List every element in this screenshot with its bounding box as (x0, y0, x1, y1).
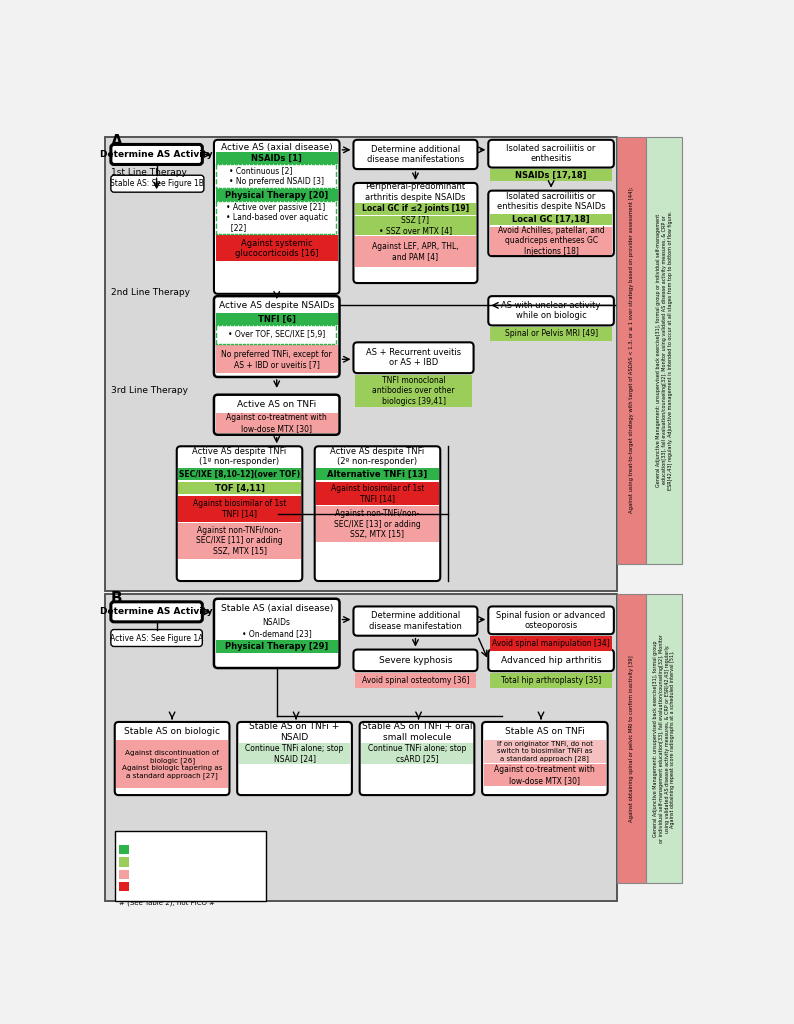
FancyBboxPatch shape (488, 140, 614, 168)
Text: Active AS despite TNFi
(1º non-responder): Active AS despite TNFi (1º non-responder… (192, 446, 287, 466)
FancyBboxPatch shape (111, 602, 202, 622)
Bar (115, 831, 266, 900)
Text: Stable AS on TNFi +
NSAID: Stable AS on TNFi + NSAID (249, 722, 340, 741)
FancyBboxPatch shape (353, 342, 473, 373)
FancyBboxPatch shape (214, 140, 340, 294)
FancyBboxPatch shape (488, 190, 614, 256)
Text: NSAIDs [17,18]: NSAIDs [17,18] (515, 171, 587, 180)
Text: Severe kyphosis: Severe kyphosis (379, 655, 453, 665)
Text: Continue TNFi alone; stop
csARD [25]: Continue TNFi alone; stop csARD [25] (368, 743, 466, 763)
Text: • Active over passive [21]
• Land-based over aquatic
  [22]: • Active over passive [21] • Land-based … (225, 203, 328, 232)
Text: Against biosimilar of 1st
TNFI [14]: Against biosimilar of 1st TNFI [14] (193, 499, 286, 518)
Bar (316, 468, 439, 480)
Bar (215, 326, 338, 344)
Text: Local GC [17,18]: Local GC [17,18] (512, 215, 590, 223)
Text: Active AS (axial disease): Active AS (axial disease) (221, 143, 333, 152)
Bar (215, 153, 338, 165)
FancyBboxPatch shape (360, 722, 474, 795)
Bar (179, 468, 301, 480)
Text: Against obtaining spinal or pelvic MRI to confirm inactivity [39]: Against obtaining spinal or pelvic MRI t… (629, 655, 634, 822)
Text: TNFI monoclonal
antibodies over other
biologics [39,41]: TNFI monoclonal antibodies over other bi… (372, 376, 455, 406)
Text: Alternative TNFi [13]: Alternative TNFi [13] (327, 469, 428, 478)
Text: AS + Recurrent uveitis
or AS + IBD: AS + Recurrent uveitis or AS + IBD (366, 348, 461, 368)
FancyBboxPatch shape (111, 630, 202, 646)
FancyBboxPatch shape (488, 606, 614, 634)
Text: Active AS on TNFi: Active AS on TNFi (237, 400, 316, 410)
FancyBboxPatch shape (314, 446, 440, 581)
Text: Stable AS on biologic: Stable AS on biologic (124, 727, 220, 735)
Bar (118, 869, 129, 879)
Text: Isolated sacroiliitis or
enthesitis despite NSAIDs: Isolated sacroiliitis or enthesitis desp… (497, 191, 605, 211)
Text: # (See Table 2), not PICO #: # (See Table 2), not PICO # (118, 900, 214, 906)
Bar (215, 313, 338, 326)
Text: Determine additional
disease manifestation: Determine additional disease manifestati… (369, 611, 462, 631)
Text: A: A (111, 134, 122, 148)
Text: If on originator TNFi, do not
switch to biosimilar TNFi as
a standard approach [: If on originator TNFi, do not switch to … (497, 740, 593, 762)
FancyBboxPatch shape (353, 183, 477, 283)
Text: 3rd Line Therapy: 3rd Line Therapy (111, 386, 188, 395)
Text: NSAIDs
• On-demand [23]: NSAIDs • On-demand [23] (242, 618, 311, 638)
Text: Active AS despite NSAIDs: Active AS despite NSAIDs (219, 301, 334, 310)
Text: SSZ [7]
• SSZ over MTX [4]: SSZ [7] • SSZ over MTX [4] (379, 216, 452, 234)
Text: Determine AS Activity: Determine AS Activity (100, 607, 213, 616)
Bar (490, 227, 612, 255)
Bar (490, 673, 612, 688)
Text: TNFI [6]: TNFI [6] (258, 314, 295, 324)
Bar (215, 236, 338, 261)
Text: Against using treat-to-target strategy with target of ASDAS < 1.3, or ≥ 1 over s: Against using treat-to-target strategy w… (629, 186, 634, 513)
Bar (215, 202, 338, 233)
Text: LEGEND: LEGEND (118, 833, 159, 842)
Bar (179, 481, 301, 494)
Text: General Adjunctive Management: unsupervised back exercise[31], formal group or i: General Adjunctive Management: unsupervi… (656, 210, 673, 489)
FancyBboxPatch shape (177, 446, 303, 581)
FancyBboxPatch shape (111, 144, 202, 165)
Text: Physical Therapy [20]: Physical Therapy [20] (225, 190, 329, 200)
Text: Continue TNFi alone; stop
NSAID [24]: Continue TNFi alone; stop NSAID [24] (245, 743, 344, 763)
Bar (106, 594, 617, 900)
Bar (106, 137, 617, 591)
FancyBboxPatch shape (353, 140, 477, 169)
Bar (646, 594, 682, 883)
FancyBboxPatch shape (115, 722, 229, 795)
FancyBboxPatch shape (488, 649, 614, 671)
Bar (215, 189, 338, 202)
Text: Local GC if ≤2 joints [19]: Local GC if ≤2 joints [19] (362, 204, 469, 213)
Bar (116, 740, 228, 788)
Text: Stable AS: See Figure 1B: Stable AS: See Figure 1B (110, 179, 204, 188)
Bar (355, 216, 476, 234)
Bar (118, 857, 129, 866)
Bar (490, 327, 612, 341)
Bar (617, 594, 646, 883)
Bar (355, 375, 472, 407)
Text: Stable AS on TNFi + oral
small molecule: Stable AS on TNFi + oral small molecule (362, 722, 472, 741)
Bar (215, 617, 338, 639)
Text: Determine AS Activity: Determine AS Activity (100, 150, 213, 159)
FancyBboxPatch shape (237, 722, 352, 795)
Text: 2nd Line Therapy: 2nd Line Therapy (111, 288, 190, 297)
Bar (118, 882, 129, 891)
Text: Total hip arthroplasty [35]: Total hip arthroplasty [35] (501, 676, 601, 685)
Text: Conditionally recommend against: Conditionally recommend against (133, 870, 262, 879)
Text: Against co-treatment with
low-dose MTX [30]: Against co-treatment with low-dose MTX [… (226, 414, 327, 433)
Text: SEC/IXE [8,10-12](over TOF): SEC/IXE [8,10-12](over TOF) (179, 469, 300, 478)
Bar (355, 673, 476, 688)
FancyBboxPatch shape (111, 175, 204, 193)
FancyBboxPatch shape (353, 606, 477, 636)
Text: Stable AS (axial disease): Stable AS (axial disease) (221, 604, 333, 613)
Bar (179, 523, 301, 559)
Text: Peripheral-predominant
arthritis despite NSAIDs: Peripheral-predominant arthritis despite… (365, 182, 466, 202)
Text: Determine additional
disease manifestations: Determine additional disease manifestati… (367, 144, 464, 164)
Bar (215, 345, 338, 373)
Text: NSAIDs [1]: NSAIDs [1] (251, 154, 303, 163)
Text: No preferred TNFi, except for
AS + IBD or uveitis [7]: No preferred TNFi, except for AS + IBD o… (222, 349, 332, 369)
FancyBboxPatch shape (482, 722, 607, 795)
Bar (106, 594, 617, 900)
Bar (355, 237, 476, 267)
Text: Strongly recommend against: Strongly recommend against (133, 883, 244, 891)
Text: Advanced hip arthritis: Advanced hip arthritis (501, 655, 601, 665)
Text: Isolated sacroiliitis or
enthesitis: Isolated sacroiliitis or enthesitis (507, 144, 596, 164)
Bar (106, 137, 617, 591)
Text: Avoid spinal manipulation [34]: Avoid spinal manipulation [34] (492, 639, 610, 648)
FancyBboxPatch shape (214, 394, 340, 435)
Text: Against non-TNFi/non-
SEC/IXE [11] or adding
SSZ, MTX [15]: Against non-TNFi/non- SEC/IXE [11] or ad… (196, 526, 283, 556)
